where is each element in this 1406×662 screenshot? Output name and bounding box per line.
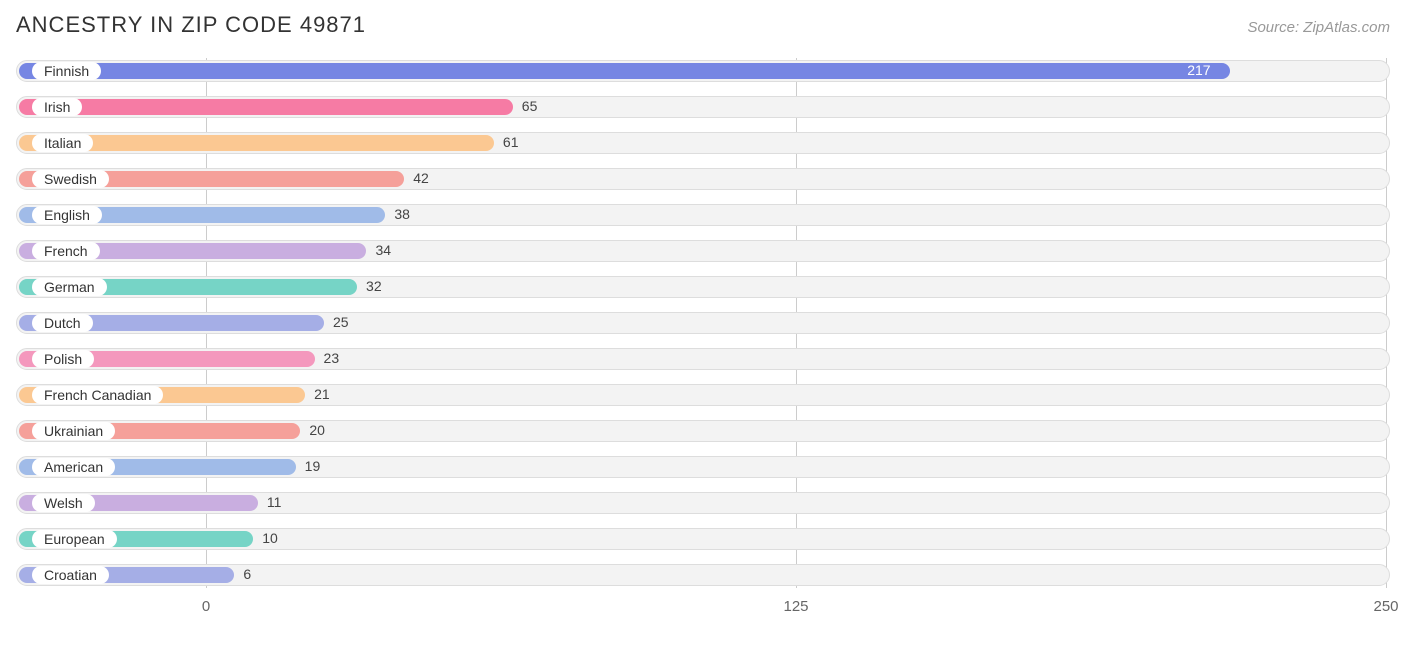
x-axis-tick: 125 xyxy=(783,598,808,615)
bar-label: Ukrainian xyxy=(32,422,115,440)
bar-row: German 32 xyxy=(16,274,1390,300)
bar-value: 23 xyxy=(324,350,340,366)
chart-header: ANCESTRY IN ZIP CODE 49871 Source: ZipAt… xyxy=(16,12,1390,38)
x-axis-tick: 250 xyxy=(1373,598,1398,615)
bar-value: 20 xyxy=(309,422,325,438)
bar-label: Croatian xyxy=(32,566,109,584)
bar-label: Finnish xyxy=(32,62,101,80)
bar-label: European xyxy=(32,530,117,548)
ancestry-bar-chart: ANCESTRY IN ZIP CODE 49871 Source: ZipAt… xyxy=(0,0,1406,662)
bar-row: Welsh 11 xyxy=(16,490,1390,516)
bar-value: 65 xyxy=(522,98,538,114)
chart-source: Source: ZipAtlas.com xyxy=(1247,19,1390,36)
bar-row: Finnish 217 xyxy=(16,58,1390,84)
bar-label: American xyxy=(32,458,115,476)
bar-row: Ukrainian 20 xyxy=(16,418,1390,444)
bar-row: American 19 xyxy=(16,454,1390,480)
bar-row: European 10 xyxy=(16,526,1390,552)
bar-value: 25 xyxy=(333,314,349,330)
bar-value: 10 xyxy=(262,530,278,546)
bar-row: French Canadian 21 xyxy=(16,382,1390,408)
bar-value: 217 xyxy=(1187,62,1210,78)
bar-fill xyxy=(19,63,1230,79)
x-axis: 0125250 xyxy=(16,598,1390,622)
bar-value: 6 xyxy=(243,566,251,582)
bar-label: Swedish xyxy=(32,170,109,188)
bar-row: Italian 61 xyxy=(16,130,1390,156)
bar-value: 11 xyxy=(267,494,282,510)
x-axis-tick: 0 xyxy=(202,598,210,615)
bar-value: 42 xyxy=(413,170,429,186)
bar-label: Irish xyxy=(32,98,82,116)
bar-value: 32 xyxy=(366,278,382,294)
bar-row: Polish 23 xyxy=(16,346,1390,372)
bar-label: French xyxy=(32,242,100,260)
bar-label: Polish xyxy=(32,350,94,368)
bar-row: Dutch 25 xyxy=(16,310,1390,336)
bar-label: Italian xyxy=(32,134,93,152)
bar-value: 34 xyxy=(375,242,391,258)
bar-row: Irish 65 xyxy=(16,94,1390,120)
bar-row: English 38 xyxy=(16,202,1390,228)
bar-label: German xyxy=(32,278,107,296)
bar-row: Swedish 42 xyxy=(16,166,1390,192)
bar-value: 21 xyxy=(314,386,330,402)
bar-row: French 34 xyxy=(16,238,1390,264)
bar-fill xyxy=(19,99,513,115)
bar-row: Croatian 6 xyxy=(16,562,1390,588)
bar-label: English xyxy=(32,206,102,224)
bar-value: 61 xyxy=(503,134,519,150)
chart-title: ANCESTRY IN ZIP CODE 49871 xyxy=(16,12,366,38)
bar-label: Welsh xyxy=(32,494,95,512)
bar-value: 38 xyxy=(394,206,410,222)
bar-label: French Canadian xyxy=(32,386,163,404)
bar-value: 19 xyxy=(305,458,321,474)
plot-area: Finnish 217 Irish 65 Italian 61 Swedish 42 Engli… xyxy=(16,58,1390,588)
bar-label: Dutch xyxy=(32,314,93,332)
